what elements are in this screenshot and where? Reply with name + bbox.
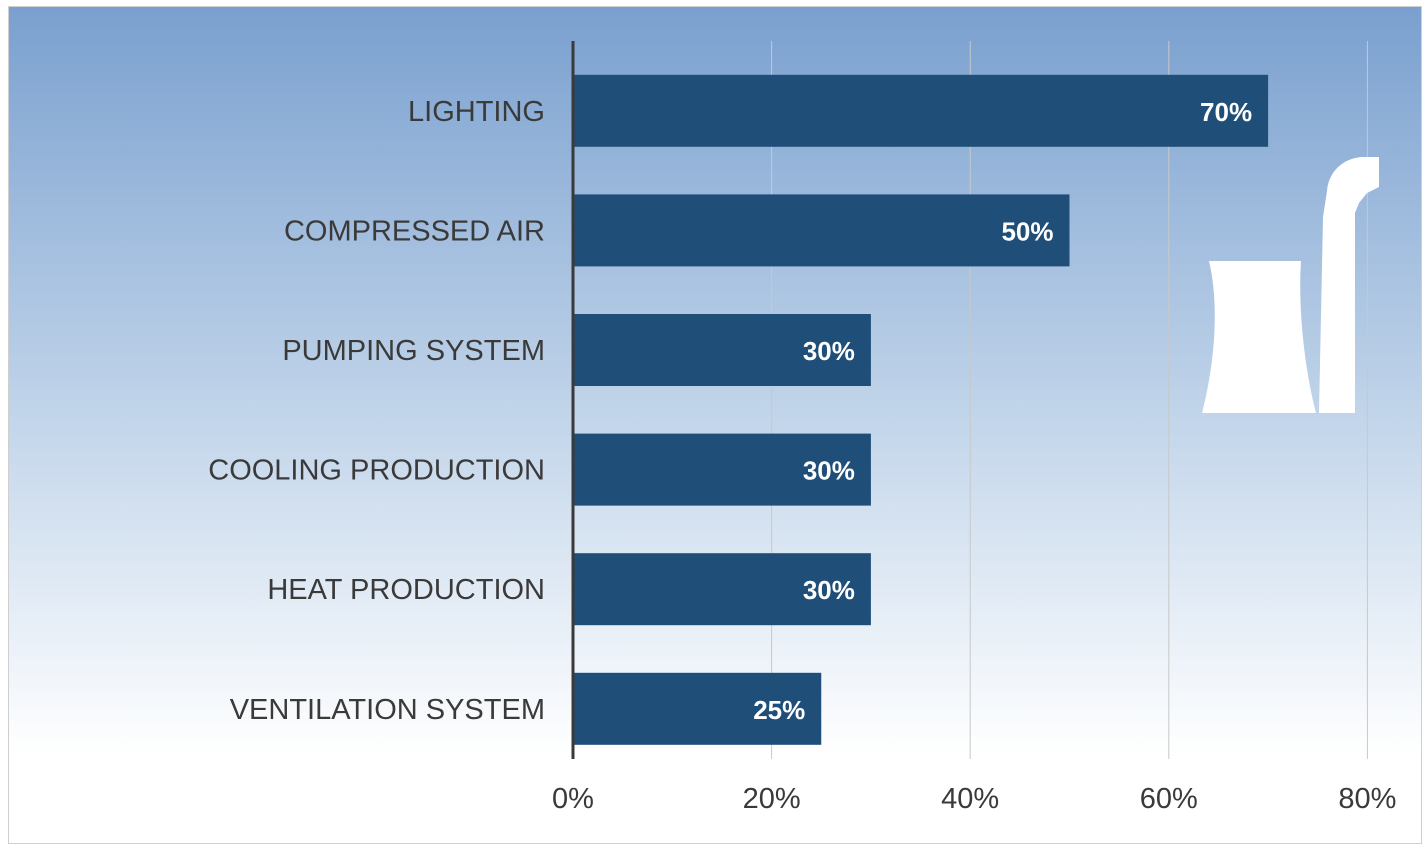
bar	[574, 194, 1070, 267]
category-label: PUMPING SYSTEM	[282, 335, 545, 367]
x-tick-labels: 0% 20% 40% 60% 80%	[552, 783, 1396, 815]
category-label: VENTILATION SYSTEM	[230, 694, 545, 726]
chimney-shape	[1319, 157, 1379, 413]
x-tick-label: 0%	[552, 783, 594, 815]
bar	[574, 553, 871, 626]
x-tick-label: 60%	[1140, 783, 1198, 815]
x-tick-label: 20%	[743, 783, 801, 815]
bar-data-label: 70%	[1200, 97, 1252, 127]
x-tick-label: 80%	[1338, 783, 1396, 815]
category-labels: LIGHTING COMPRESSED AIR PUMPING SYSTEM COOL…	[208, 96, 545, 726]
category-label: LIGHTING	[408, 96, 545, 128]
chart-frame: 70% 50% 30% 30% 30% 25% LIGHTING COMPRESSED AI…	[8, 6, 1422, 844]
bar	[574, 74, 1269, 147]
bar-chart: 70% 50% 30% 30% 30% 25% LIGHTING COMPRESSED AI…	[9, 7, 1421, 815]
bar	[574, 433, 871, 506]
category-label: COOLING PRODUCTION	[208, 455, 545, 487]
power-plant-cooling-tower-icon	[1202, 157, 1379, 413]
x-tick-label: 40%	[941, 783, 999, 815]
cooling-tower-shape	[1202, 261, 1316, 413]
bars: 70% 50% 30% 30% 30% 25%	[574, 74, 1269, 745]
bar-data-label: 30%	[803, 456, 855, 486]
bar	[574, 672, 822, 745]
bar-data-label: 30%	[803, 575, 855, 605]
bar-data-label: 25%	[753, 695, 805, 725]
bar-data-label: 30%	[803, 336, 855, 366]
bar	[574, 314, 871, 386]
category-label: HEAT PRODUCTION	[267, 574, 545, 606]
category-label: COMPRESSED AIR	[284, 215, 545, 247]
bar-data-label: 50%	[1001, 216, 1053, 246]
